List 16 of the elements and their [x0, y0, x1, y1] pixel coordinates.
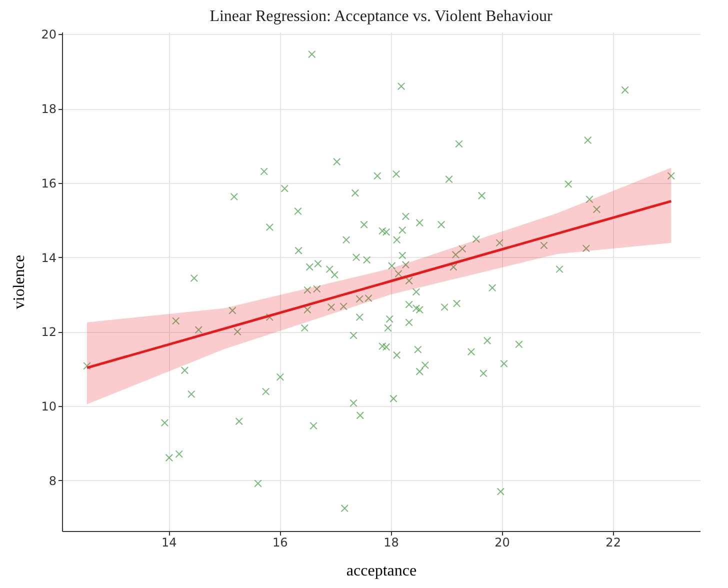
- x-tick-label: 18: [384, 536, 399, 550]
- x-tick-label: 20: [494, 536, 510, 550]
- x-tick-label: 22: [606, 536, 621, 550]
- y-tick-label: 10: [41, 400, 56, 414]
- y-tick-label: 14: [41, 250, 56, 265]
- x-tick-label: 16: [272, 536, 288, 550]
- line-series: [86, 200, 672, 370]
- y-tick-label: 18: [41, 102, 56, 116]
- y-axis-title: violence: [11, 254, 28, 310]
- y-tick-label: 20: [41, 28, 56, 42]
- y-tick-label: 16: [41, 176, 56, 190]
- x-tick-label: 14: [161, 536, 177, 550]
- y-tick-label: 12: [41, 325, 56, 340]
- x-axis-title: acceptance: [346, 562, 417, 580]
- y-tick-label: 8: [48, 474, 56, 488]
- chart-title: Linear Regression: Acceptance vs. Violent Behaviour: [210, 8, 553, 26]
